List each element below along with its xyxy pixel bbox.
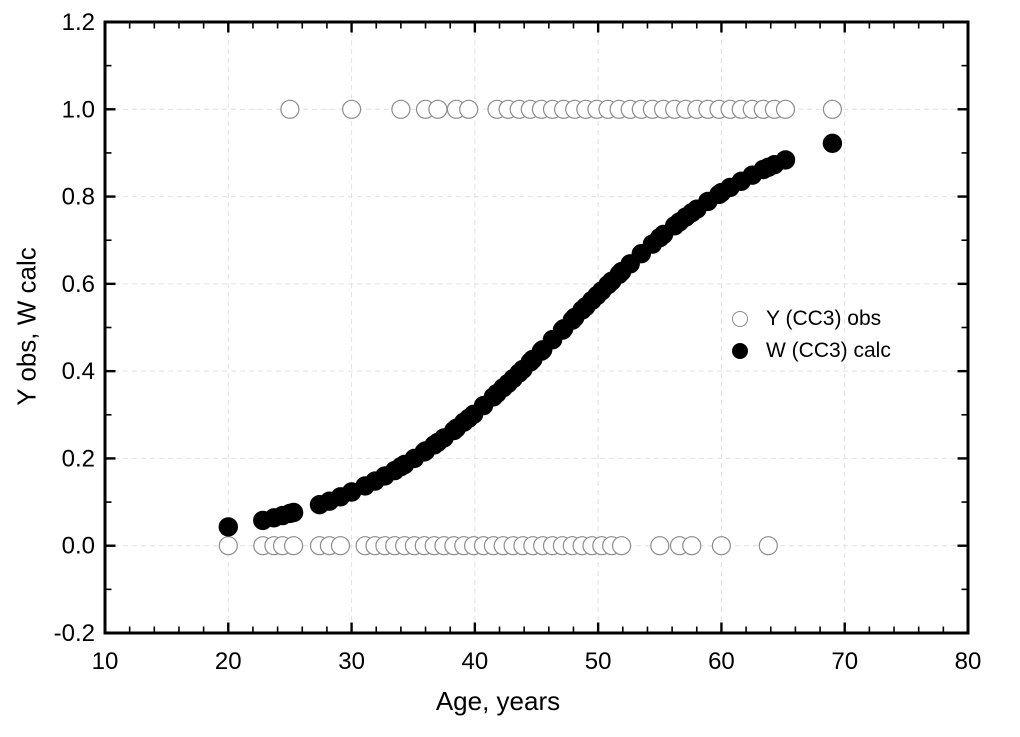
svg-text:80: 80 [955,648,982,675]
svg-text:60: 60 [708,648,735,675]
y-axis-title: Y obs, W calc [11,247,42,406]
svg-text:0.8: 0.8 [62,184,95,211]
legend-label-w-calc: W (CC3) calc [766,339,891,362]
svg-text:50: 50 [585,648,612,675]
legend: Y (CC3) obs W (CC3) calc [732,306,891,370]
series-y-obs-points [218,99,843,556]
svg-text:40: 40 [462,648,489,675]
filled-circle-icon [732,343,748,359]
series-w-calc-points [218,133,843,537]
svg-text:0.6: 0.6 [62,271,95,298]
svg-text:0.4: 0.4 [62,358,95,385]
plot-frame [103,20,970,635]
svg-text:20: 20 [215,648,242,675]
tick-labels: 10 20 30 40 50 60 70 80 -0.2 0.0 0.2 0.4 0.6 0.8 1.0 1.… [54,9,982,675]
axis-ticks [103,20,970,635]
open-circle-icon [732,311,748,327]
svg-text:0.0: 0.0 [62,533,95,560]
x-axis-title: Age, years [435,686,561,716]
svg-text:1.0: 1.0 [62,96,95,123]
gridlines [105,22,968,633]
svg-text:10: 10 [92,648,119,675]
svg-text:0.2: 0.2 [62,445,95,472]
legend-item-y-obs: Y (CC3) obs [732,306,891,332]
svg-text:70: 70 [831,648,858,675]
svg-text:-0.2: -0.2 [54,620,95,647]
legend-item-w-calc: W (CC3) calc [732,338,891,364]
svg-text:30: 30 [338,648,365,675]
svg-text:1.2: 1.2 [62,9,95,36]
legend-label-y-obs: Y (CC3) obs [766,307,882,330]
